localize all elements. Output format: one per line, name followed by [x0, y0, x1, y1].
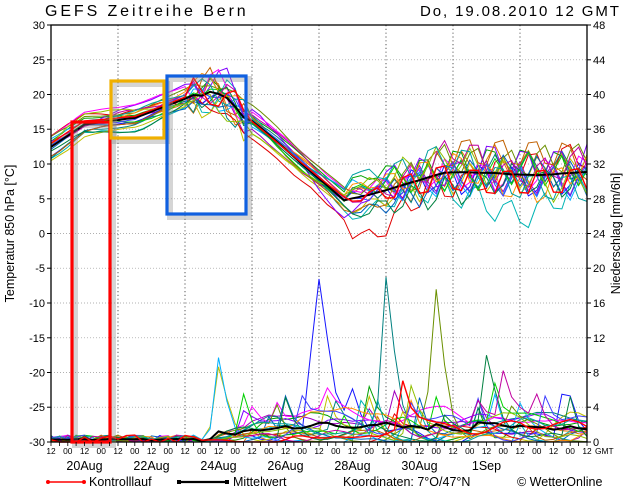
svg-text:12: 12 — [46, 446, 56, 456]
svg-text:40: 40 — [593, 90, 605, 102]
svg-text:00: 00 — [566, 446, 576, 456]
svg-text:20: 20 — [33, 90, 45, 102]
svg-text:12: 12 — [247, 446, 257, 456]
svg-text:12: 12 — [113, 446, 123, 456]
svg-text:00: 00 — [130, 446, 140, 456]
svg-text:-20: -20 — [29, 368, 45, 380]
svg-text:8: 8 — [593, 368, 599, 380]
svg-text:00: 00 — [264, 446, 274, 456]
svg-text:12: 12 — [593, 333, 605, 345]
svg-text:Kontrolllauf: Kontrolllauf — [89, 475, 152, 489]
svg-text:Mittelwert: Mittelwert — [233, 475, 287, 489]
svg-text:36: 36 — [593, 124, 605, 136]
svg-text:00: 00 — [197, 446, 207, 456]
svg-text:00: 00 — [298, 446, 308, 456]
svg-text:12: 12 — [482, 446, 492, 456]
svg-text:00: 00 — [331, 446, 341, 456]
svg-text:44: 44 — [593, 55, 605, 67]
svg-text:12: 12 — [314, 446, 324, 456]
svg-text:-5: -5 — [35, 263, 45, 275]
svg-text:© WetterOnline: © WetterOnline — [517, 475, 602, 489]
svg-text:00: 00 — [532, 446, 542, 456]
svg-text:15: 15 — [33, 124, 45, 136]
svg-text:28Aug: 28Aug — [334, 459, 370, 473]
svg-text:00: 00 — [63, 446, 73, 456]
svg-text:25: 25 — [33, 55, 45, 67]
svg-text:12: 12 — [415, 446, 425, 456]
svg-text:Temperatur 850 hPa [°C]: Temperatur 850 hPa [°C] — [3, 165, 17, 303]
svg-text:Koordinaten: 7°O/47°N: Koordinaten: 7°O/47°N — [343, 475, 470, 489]
svg-text:22Aug: 22Aug — [133, 459, 169, 473]
svg-text:10: 10 — [33, 159, 45, 171]
svg-text:12: 12 — [582, 446, 592, 456]
svg-text:20Aug: 20Aug — [66, 459, 102, 473]
svg-text:5: 5 — [39, 194, 45, 206]
svg-text:00: 00 — [97, 446, 107, 456]
svg-text:0: 0 — [39, 229, 45, 241]
svg-text:32: 32 — [593, 159, 605, 171]
svg-text:00: 00 — [398, 446, 408, 456]
svg-text:12: 12 — [381, 446, 391, 456]
svg-text:00: 00 — [432, 446, 442, 456]
svg-text:Niederschlag [mm/6h]: Niederschlag [mm/6h] — [609, 173, 623, 295]
svg-text:00: 00 — [499, 446, 509, 456]
svg-text:12: 12 — [147, 446, 157, 456]
svg-text:-15: -15 — [29, 333, 45, 345]
svg-text:12: 12 — [80, 446, 90, 456]
svg-text:-25: -25 — [29, 402, 45, 414]
svg-text:12: 12 — [549, 446, 559, 456]
svg-text:12: 12 — [214, 446, 224, 456]
svg-text:24: 24 — [593, 229, 605, 241]
svg-text:16: 16 — [593, 298, 605, 310]
svg-text:12: 12 — [281, 446, 291, 456]
svg-text:30Aug: 30Aug — [401, 459, 437, 473]
svg-text:12: 12 — [348, 446, 358, 456]
svg-text:1Sep: 1Sep — [472, 459, 501, 473]
svg-text:28: 28 — [593, 194, 605, 206]
svg-text:00: 00 — [231, 446, 241, 456]
svg-text:00: 00 — [465, 446, 475, 456]
svg-text:26Aug: 26Aug — [267, 459, 303, 473]
svg-text:4: 4 — [593, 402, 599, 414]
svg-text:GMT: GMT — [595, 446, 614, 456]
svg-text:00: 00 — [164, 446, 174, 456]
svg-text:24Aug: 24Aug — [200, 459, 236, 473]
svg-text:12: 12 — [515, 446, 525, 456]
svg-text:20: 20 — [593, 263, 605, 275]
svg-text:-30: -30 — [29, 437, 45, 449]
svg-text:30: 30 — [33, 20, 45, 32]
svg-text:-10: -10 — [29, 298, 45, 310]
svg-text:00: 00 — [365, 446, 375, 456]
svg-text:48: 48 — [593, 20, 605, 32]
svg-text:12: 12 — [180, 446, 190, 456]
svg-text:12: 12 — [448, 446, 458, 456]
